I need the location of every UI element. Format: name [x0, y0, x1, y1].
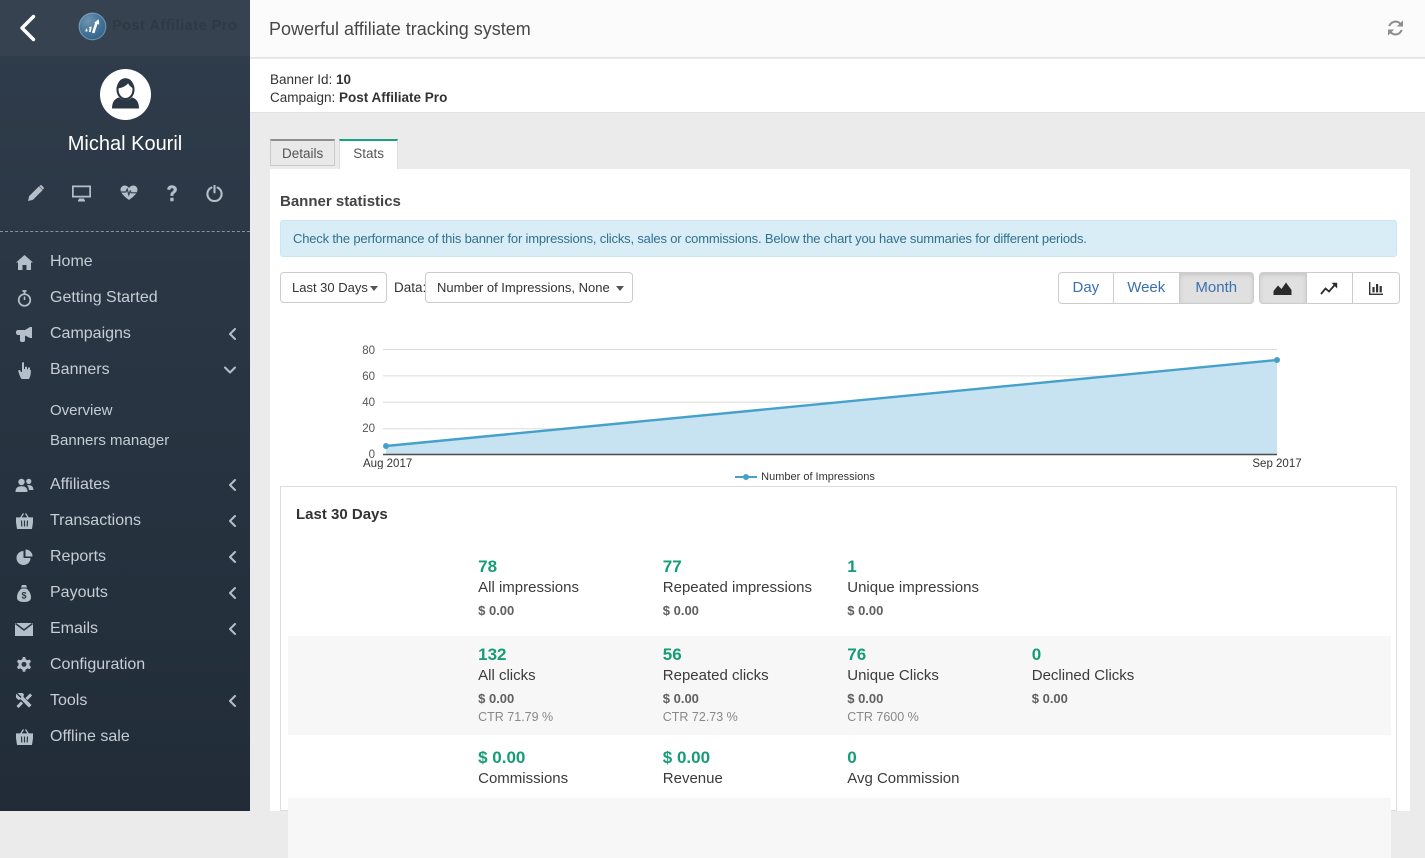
svg-text:80: 80: [362, 345, 375, 357]
svg-text:20: 20: [362, 423, 375, 435]
svg-text:40: 40: [362, 397, 375, 409]
svg-text:60: 60: [362, 371, 375, 383]
svg-text:Aug 2017: Aug 2017: [363, 458, 412, 469]
svg-text:$: $: [21, 590, 26, 600]
svg-text:Sep 2017: Sep 2017: [1252, 458, 1301, 469]
